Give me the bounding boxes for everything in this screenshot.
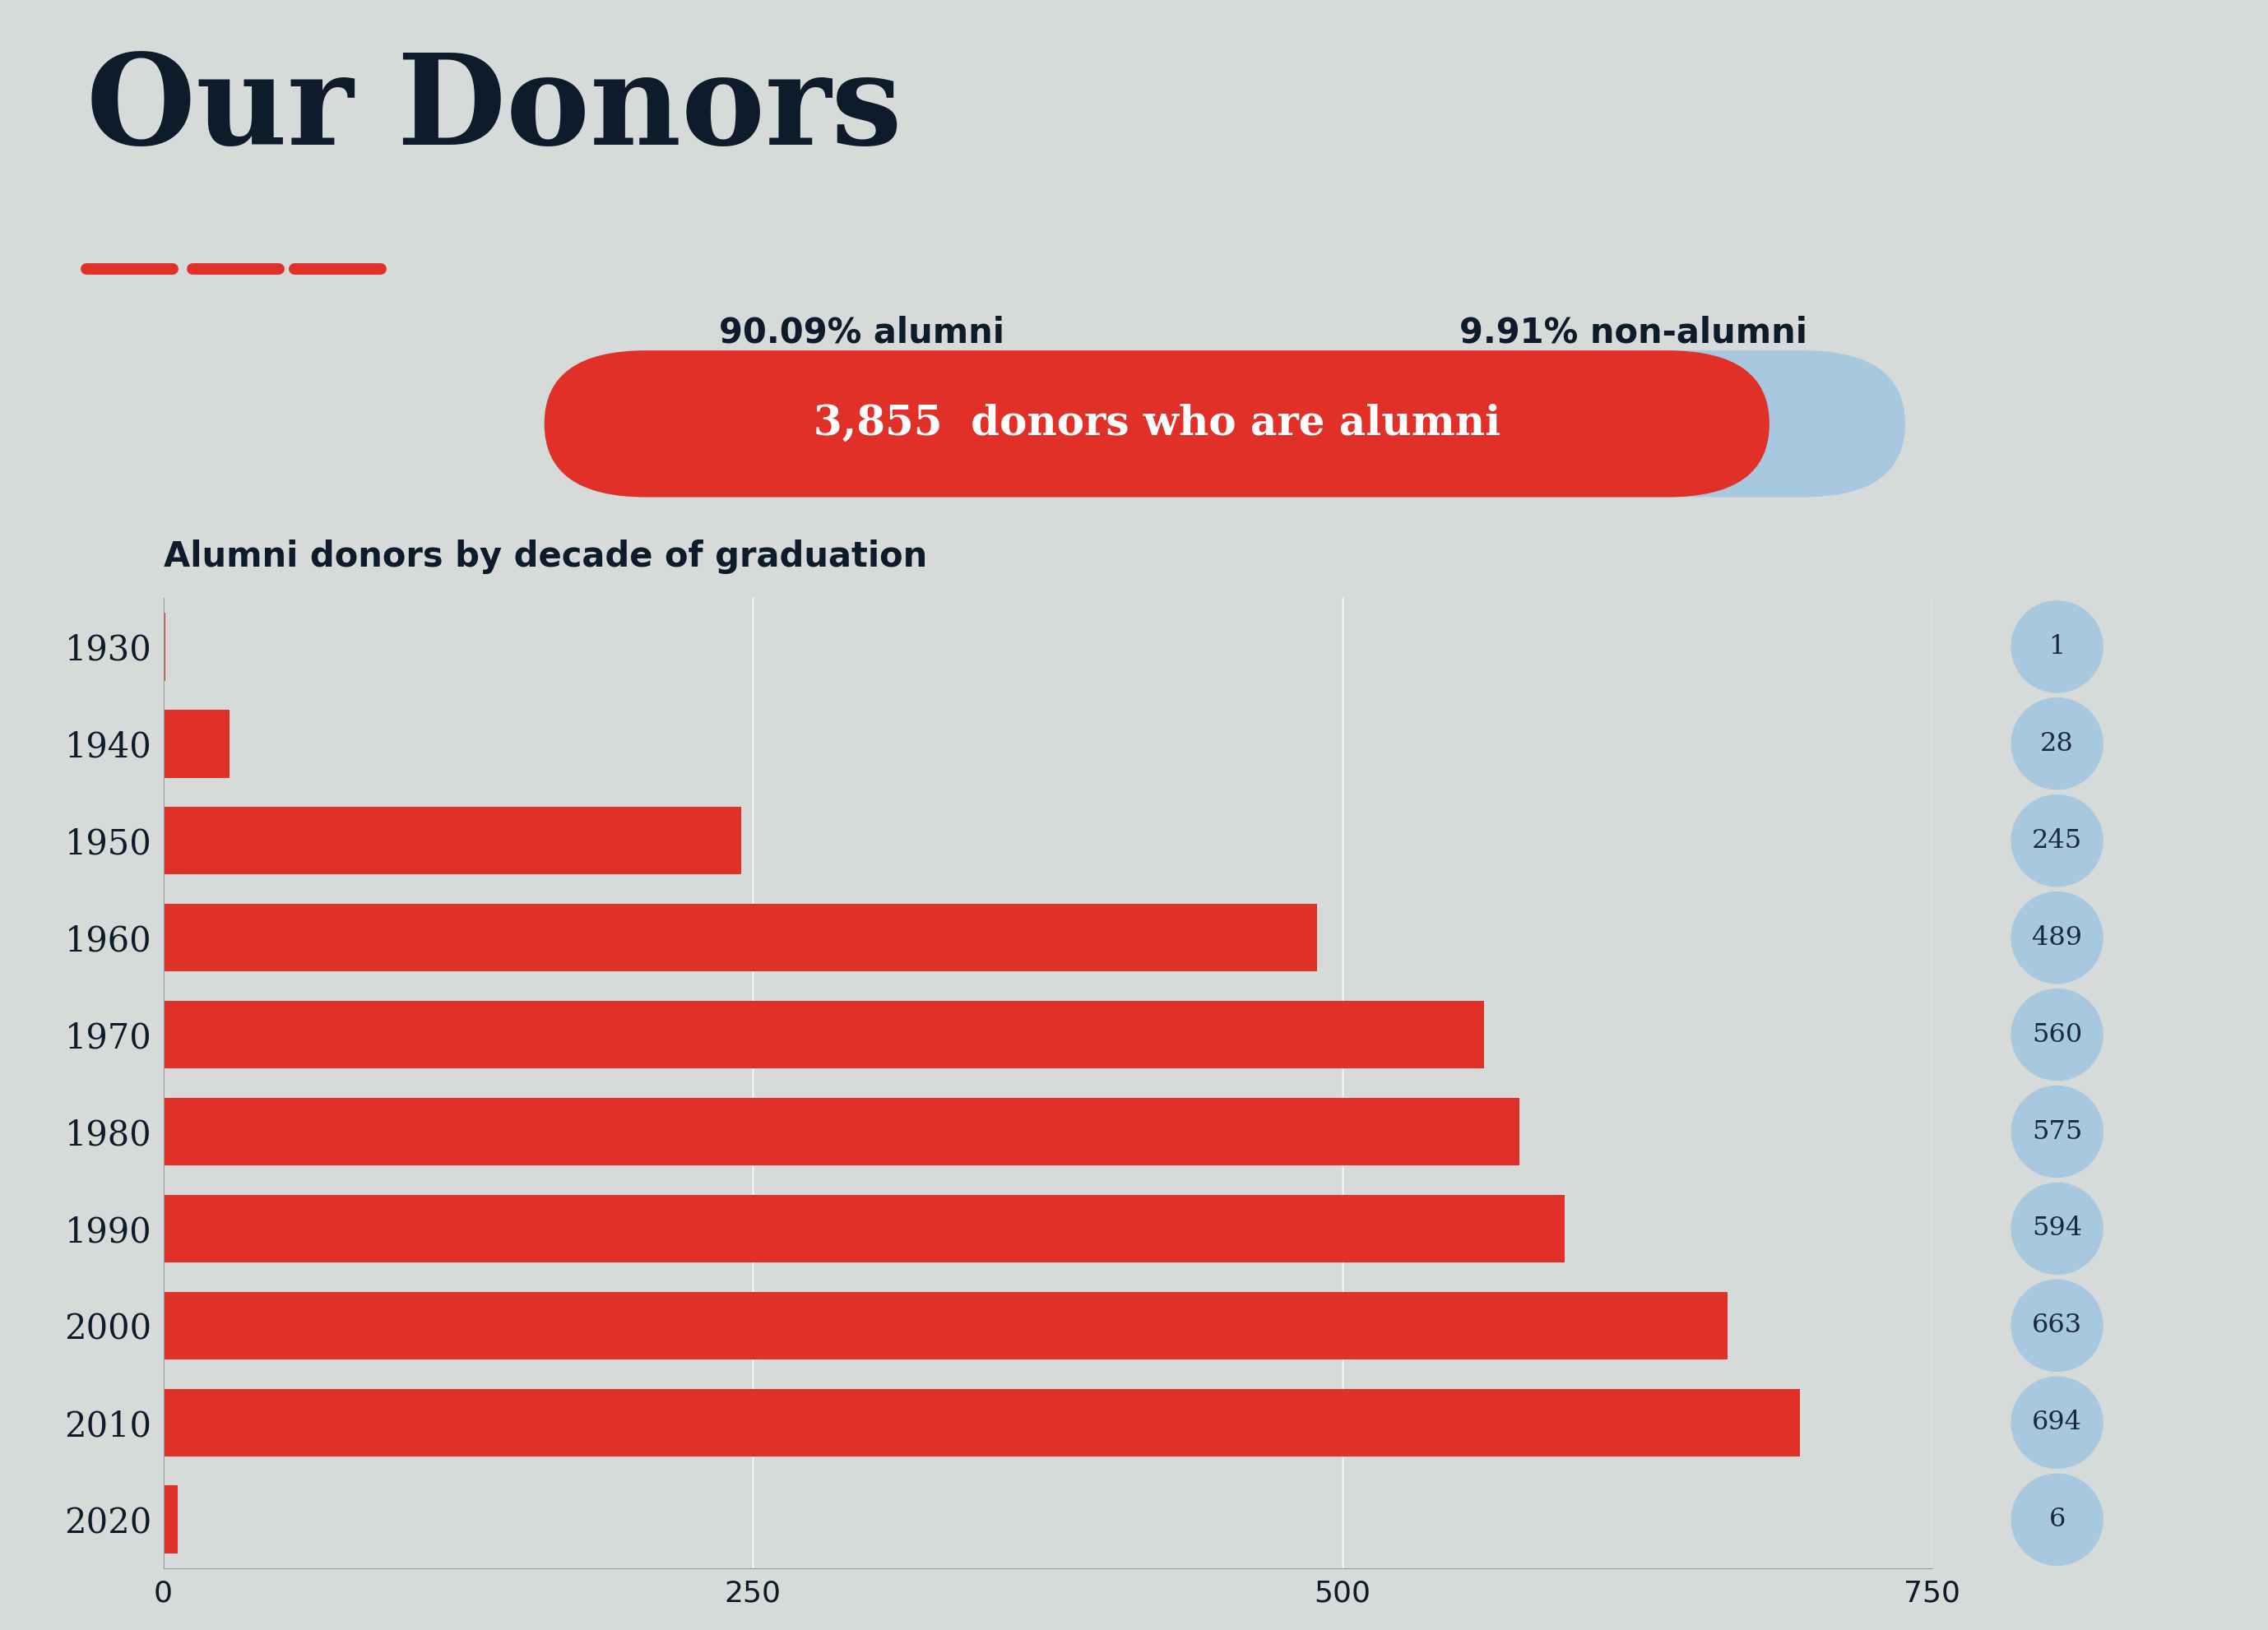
- Bar: [163, 1291, 1728, 1359]
- Bar: [163, 613, 166, 681]
- Text: 663: 663: [2032, 1312, 2082, 1338]
- Bar: [163, 807, 742, 875]
- Text: 245: 245: [2032, 828, 2082, 854]
- Bar: [163, 1485, 177, 1553]
- Bar: [163, 1389, 1801, 1457]
- Text: 594: 594: [2032, 1216, 2082, 1242]
- Text: 3,855  donors who are alumni: 3,855 donors who are alumni: [814, 404, 1501, 443]
- Ellipse shape: [2012, 892, 2102, 983]
- FancyBboxPatch shape: [544, 350, 1905, 497]
- Text: 90.09% alumni: 90.09% alumni: [719, 315, 1005, 350]
- Bar: [163, 1097, 1520, 1165]
- Ellipse shape: [2012, 1377, 2102, 1469]
- Ellipse shape: [2012, 1474, 2102, 1565]
- Bar: [163, 903, 1318, 971]
- Ellipse shape: [2012, 1280, 2102, 1371]
- Ellipse shape: [2012, 1183, 2102, 1275]
- Text: 6: 6: [2048, 1506, 2066, 1532]
- Text: 560: 560: [2032, 1022, 2082, 1048]
- Text: 575: 575: [2032, 1118, 2082, 1144]
- Bar: [163, 709, 229, 778]
- Text: 489: 489: [2032, 924, 2082, 950]
- Bar: [163, 1001, 1483, 1069]
- Bar: [163, 1195, 1565, 1263]
- Text: 9.91% non-alumni: 9.91% non-alumni: [1458, 315, 1808, 350]
- Text: 694: 694: [2032, 1410, 2082, 1436]
- Text: 28: 28: [2041, 730, 2073, 756]
- Text: Alumni donors by decade of graduation: Alumni donors by decade of graduation: [163, 540, 928, 574]
- Ellipse shape: [2012, 1086, 2102, 1177]
- Text: 1: 1: [2048, 634, 2066, 660]
- FancyBboxPatch shape: [544, 350, 1769, 497]
- Text: Our Donors: Our Donors: [86, 49, 903, 171]
- Ellipse shape: [2012, 795, 2102, 887]
- Ellipse shape: [2012, 601, 2102, 693]
- Ellipse shape: [2012, 698, 2102, 789]
- Ellipse shape: [2012, 989, 2102, 1081]
